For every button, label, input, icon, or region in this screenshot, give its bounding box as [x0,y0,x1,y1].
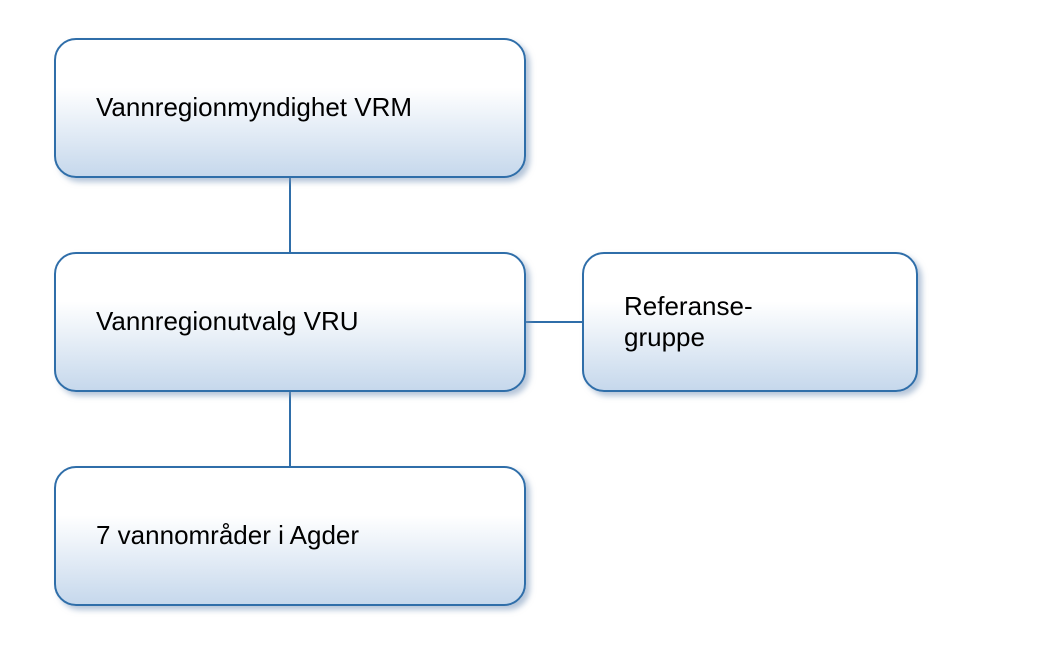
node-label: Vannregionutvalg VRU [56,306,359,337]
node-ref: Referanse- gruppe [582,252,918,392]
node-vrm: Vannregionmyndighet VRM [54,38,526,178]
edge-vru-ref [526,321,582,323]
node-omr: 7 vannområder i Agder [54,466,526,606]
node-label: Referanse- gruppe [584,291,753,353]
edge-vrm-vru [289,178,291,252]
edge-vru-omr [289,392,291,466]
node-label: Vannregionmyndighet VRM [56,92,412,123]
node-label: 7 vannområder i Agder [56,520,359,551]
diagram-canvas: Vannregionmyndighet VRM Vannregionutvalg … [0,0,1048,646]
node-vru: Vannregionutvalg VRU [54,252,526,392]
